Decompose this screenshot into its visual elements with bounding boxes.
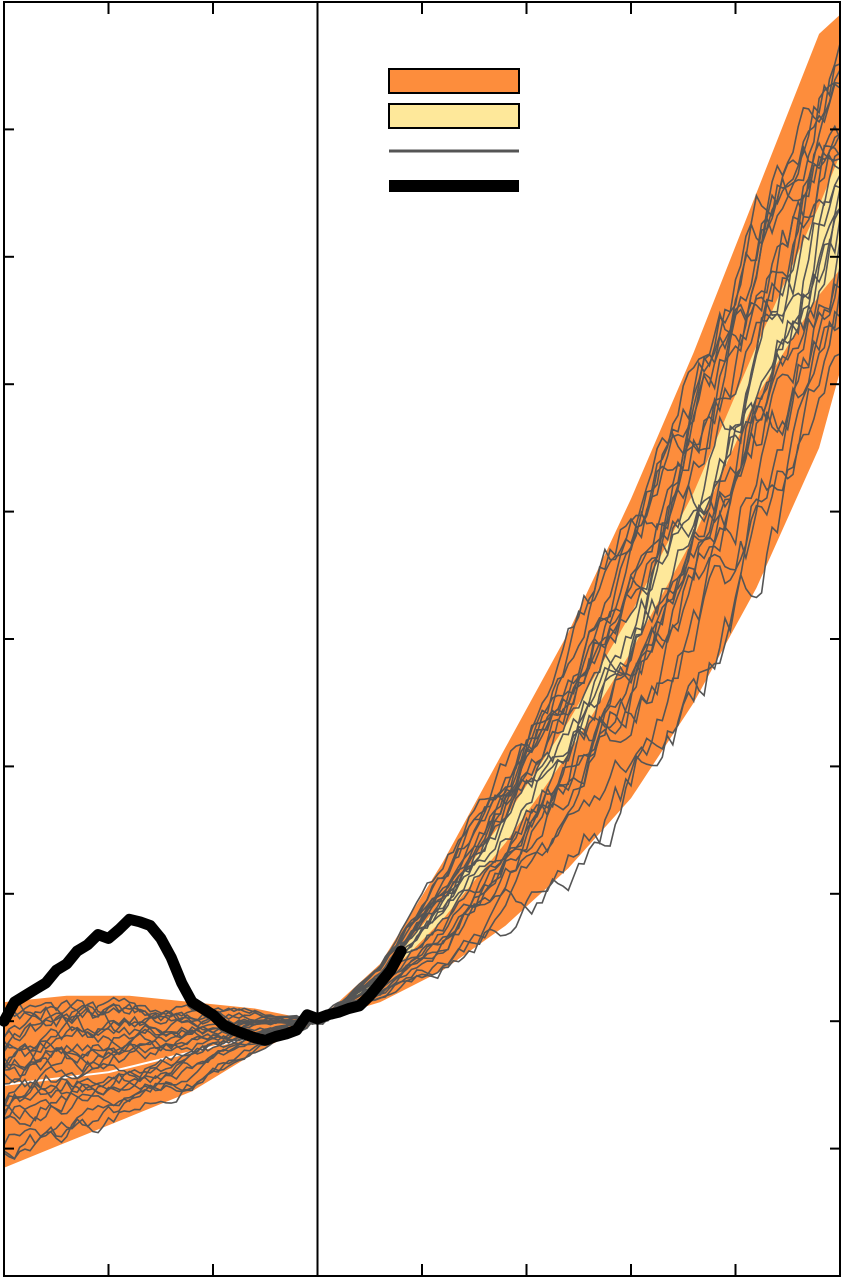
observed-line (0, 913, 407, 1046)
legend-swatch-observed (389, 180, 519, 192)
trajectory-line (3, 133, 841, 1039)
trajectory-line (3, 141, 841, 1053)
trajectory-line (3, 289, 841, 1122)
legend-swatch-outer-band (388, 68, 520, 94)
trajectory-line (3, 124, 841, 1050)
trajectory-line (3, 174, 841, 1070)
trajectory-line (3, 81, 841, 1025)
simulated-trajectories (3, 43, 841, 1161)
trajectory-line (3, 207, 841, 1085)
outer-band-right (317, 14, 840, 1022)
trajectory-line (3, 144, 841, 1072)
trajectory-line (3, 218, 841, 1108)
trajectory-line (3, 353, 841, 1160)
observed-series (0, 913, 407, 1046)
legend-swatch-inner-band (388, 103, 520, 129)
trajectory-line (3, 63, 841, 1025)
trajectory-line (3, 320, 841, 1161)
legend (388, 68, 520, 192)
plot-frame (3, 1, 841, 1277)
trajectory-line (3, 208, 841, 1117)
